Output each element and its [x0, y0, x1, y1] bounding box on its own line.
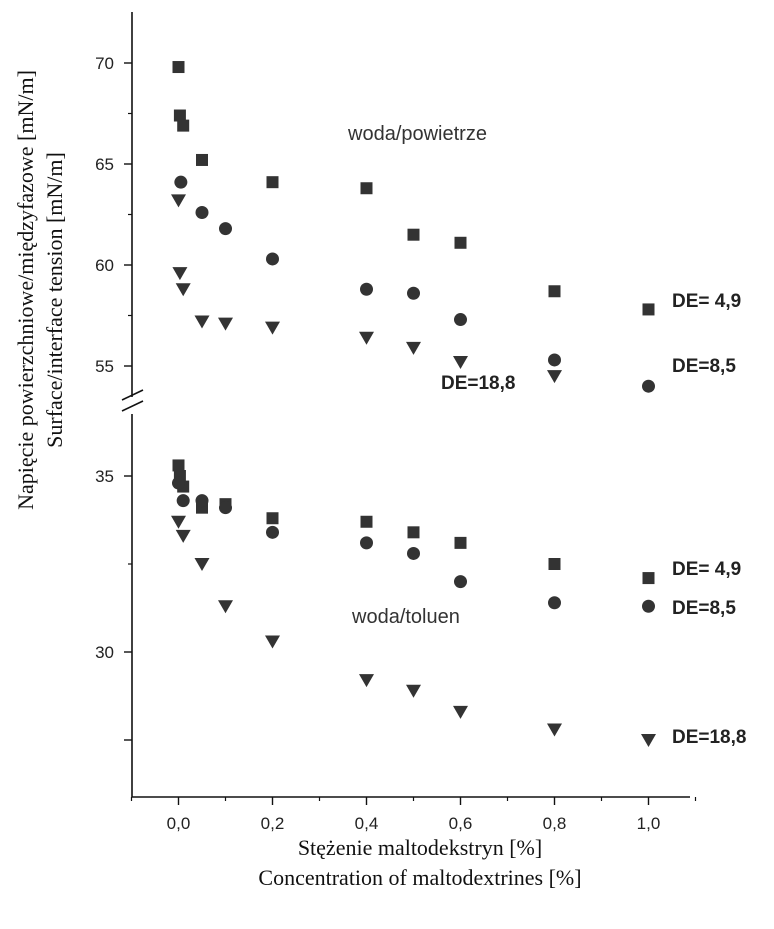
y-axis-title-pl: Napięcie powierzchniowe/międzyfazowe [mN… — [13, 70, 38, 510]
data-point-p1-s2 — [218, 600, 233, 614]
data-point-p1-s1 — [548, 596, 561, 610]
data-point-p1-s1 — [407, 546, 420, 560]
data-point-p0-s0 — [196, 153, 208, 166]
data-point-p0-s0 — [266, 176, 279, 189]
data-point-p1-s1 — [266, 525, 279, 539]
chart-texts: woda/powietrze woda/toluen DE= 4,9 DE=8,… — [13, 70, 746, 890]
series-label-toluene-de188: DE=18,8 — [672, 727, 746, 748]
y-tick-label: 35 — [95, 467, 114, 486]
series-label-air-de49: DE= 4,9 — [672, 291, 741, 312]
series-label-air-de188: DE=18,8 — [441, 373, 515, 394]
series-label-toluene-de85: DE=8,5 — [672, 598, 736, 619]
data-point-p1-s2 — [171, 515, 186, 529]
data-point-p0-s2 — [547, 370, 562, 384]
data-point-p1-s2 — [641, 734, 656, 747]
panel-label-air: woda/powietrze — [347, 123, 487, 145]
data-point-p0-s2 — [194, 315, 210, 329]
axis-ticks: 55 60 65 70 35 30 0,0 0,2 0,4 0,6 0,8 1,0 — [95, 54, 697, 833]
data-point-p0-s0 — [548, 285, 561, 298]
data-point-p1-s1 — [360, 536, 373, 550]
data-point-p0-s1 — [642, 379, 655, 393]
data-point-p0-s0 — [360, 182, 373, 195]
data-point-p1-s1 — [642, 599, 655, 613]
data-point-p0-s1 — [454, 313, 467, 327]
data-markers — [171, 61, 656, 747]
y-tick-label: 65 — [95, 155, 114, 174]
data-point-p1-s1 — [176, 494, 190, 508]
data-point-p0-s2 — [175, 283, 191, 297]
data-point-p1-s1 — [219, 501, 232, 515]
data-point-p0-s0 — [172, 61, 185, 74]
panel-label-toluene: woda/toluen — [351, 606, 460, 628]
y-tick-label: 70 — [95, 54, 114, 73]
data-point-p0-s0 — [407, 228, 420, 241]
data-point-p0-s1 — [360, 282, 373, 296]
data-point-p0-s2 — [453, 355, 468, 369]
data-point-p0-s1 — [407, 286, 420, 300]
data-point-p0-s1 — [548, 353, 561, 367]
x-axis-title-pl: Stężenie maltodekstryn [%] — [298, 835, 542, 860]
data-point-p1-s2 — [453, 705, 468, 719]
data-point-p1-s2 — [265, 635, 280, 649]
data-point-p0-s0 — [173, 109, 186, 122]
data-point-p1-s0 — [548, 558, 561, 570]
data-point-p0-s0 — [454, 236, 467, 249]
data-point-p1-s2 — [175, 529, 191, 543]
data-point-p1-s1 — [454, 575, 467, 589]
data-point-p1-s2 — [406, 684, 421, 698]
data-point-p0-s2 — [218, 317, 233, 331]
x-tick-label: 0,4 — [355, 814, 379, 833]
data-point-p1-s1 — [195, 494, 209, 508]
axis-break-mark — [121, 400, 144, 412]
data-point-p0-s0 — [177, 119, 190, 132]
y-tick-label: 60 — [95, 256, 114, 275]
series-label-toluene-de49: DE= 4,9 — [672, 559, 741, 580]
series-label-air-de85: DE=8,5 — [672, 356, 736, 377]
data-point-p0-s1 — [266, 252, 279, 266]
data-point-p1-s0 — [407, 526, 420, 539]
x-axis-title-en: Concentration of maltodextrines [%] — [258, 865, 581, 890]
data-point-p1-s0 — [172, 459, 185, 472]
data-point-p0-s2 — [359, 331, 374, 345]
data-point-p1-s0 — [454, 536, 467, 549]
data-point-p1-s2 — [359, 674, 374, 688]
data-point-p0-s2 — [265, 321, 280, 335]
data-point-p1-s0 — [266, 512, 279, 525]
data-point-p0-s2 — [172, 267, 188, 281]
x-tick-label: 0,8 — [543, 814, 567, 833]
x-tick-label: 1,0 — [637, 814, 661, 833]
y-tick-label: 30 — [95, 643, 114, 662]
data-point-p1-s0 — [642, 572, 655, 585]
axis-break-mark — [121, 389, 144, 401]
data-point-p0-s2 — [171, 194, 186, 208]
data-point-p0-s0 — [642, 303, 655, 316]
data-point-p0-s2 — [406, 341, 421, 355]
data-point-p1-s2 — [194, 558, 210, 571]
data-point-p1-s0 — [360, 515, 373, 528]
data-point-p0-s1 — [195, 205, 209, 219]
x-tick-label: 0,0 — [167, 814, 191, 833]
data-point-p0-s1 — [174, 175, 188, 189]
x-tick-label: 0,6 — [449, 814, 473, 833]
y-tick-label: 55 — [95, 357, 114, 376]
data-point-p1-s2 — [547, 723, 562, 737]
data-point-p1-s1 — [172, 476, 185, 490]
y-axis-title-en: Surface/interface tension [mN/m] — [42, 152, 67, 448]
x-tick-label: 0,2 — [261, 814, 285, 833]
data-point-p0-s1 — [219, 222, 232, 236]
